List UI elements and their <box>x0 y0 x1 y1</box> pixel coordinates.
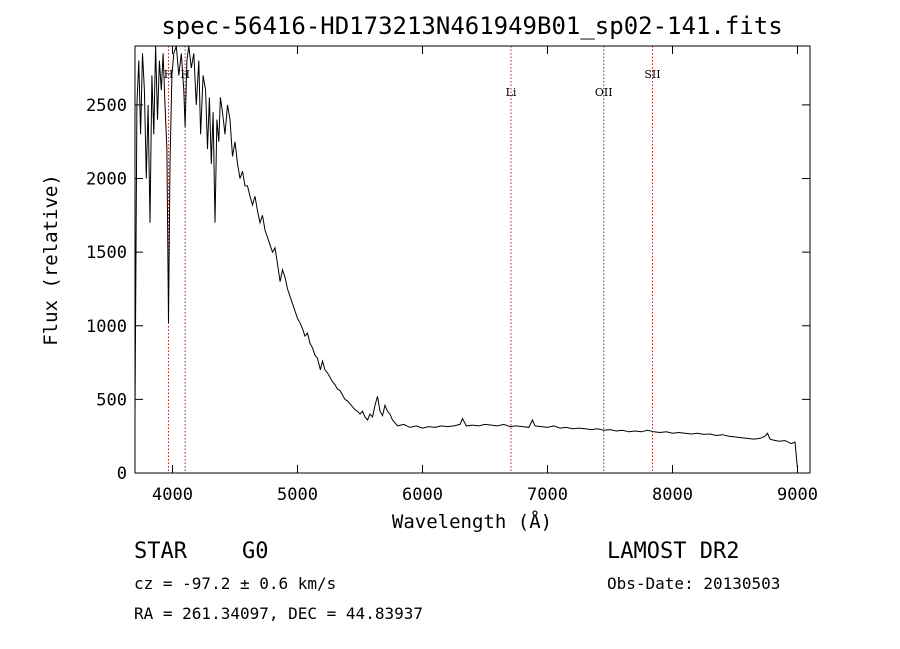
line-marker-label: SII <box>644 68 660 81</box>
x-tick-label: 5000 <box>277 485 318 505</box>
x-tick-label: 9000 <box>777 485 818 505</box>
y-tick-label: 0 <box>117 464 127 484</box>
y-tick-label: 500 <box>96 390 127 410</box>
line-marker-label: H <box>164 68 174 81</box>
redshift-velocity: cz = -97.2 ± 0.6 km/s <box>134 574 337 593</box>
chart-title: spec-56416-HD173213N461949B01_sp02-141.f… <box>161 12 782 40</box>
x-tick-label: 4000 <box>152 485 193 505</box>
x-axis-ticks: 4000 5000 6000 7000 8000 9000 <box>152 46 818 505</box>
plot-frame <box>134 45 811 474</box>
y-tick-label: 1000 <box>86 317 127 337</box>
y-tick-label: 2000 <box>86 170 127 190</box>
x-tick-label: 7000 <box>527 485 568 505</box>
line-marker-label: Li <box>506 86 517 99</box>
line-marker-label: H <box>180 68 190 81</box>
spectrum-line <box>134 45 798 469</box>
x-tick-label: 6000 <box>402 485 443 505</box>
observation-date: Obs-Date: 20130503 <box>607 574 781 593</box>
sky-coordinates: RA = 261.34097, DEC = 44.83937 <box>134 604 423 623</box>
y-axis-label: Flux (relative) <box>40 174 62 346</box>
y-axis-ticks: 0 500 1000 1500 2000 2500 <box>86 96 810 484</box>
y-tick-label: 2500 <box>86 96 127 116</box>
object-class: STAR <box>134 539 187 564</box>
line-marker-label: OII <box>595 86 613 99</box>
object-subclass: G0 <box>242 539 269 564</box>
spectrum-series <box>134 45 798 469</box>
x-axis-label: Wavelength (Å) <box>392 510 552 533</box>
y-tick-label: 1500 <box>86 243 127 263</box>
survey-name: LAMOST DR2 <box>607 539 740 564</box>
x-tick-label: 8000 <box>652 485 693 505</box>
emission-line-markers: H H Li OII SII <box>164 46 661 473</box>
